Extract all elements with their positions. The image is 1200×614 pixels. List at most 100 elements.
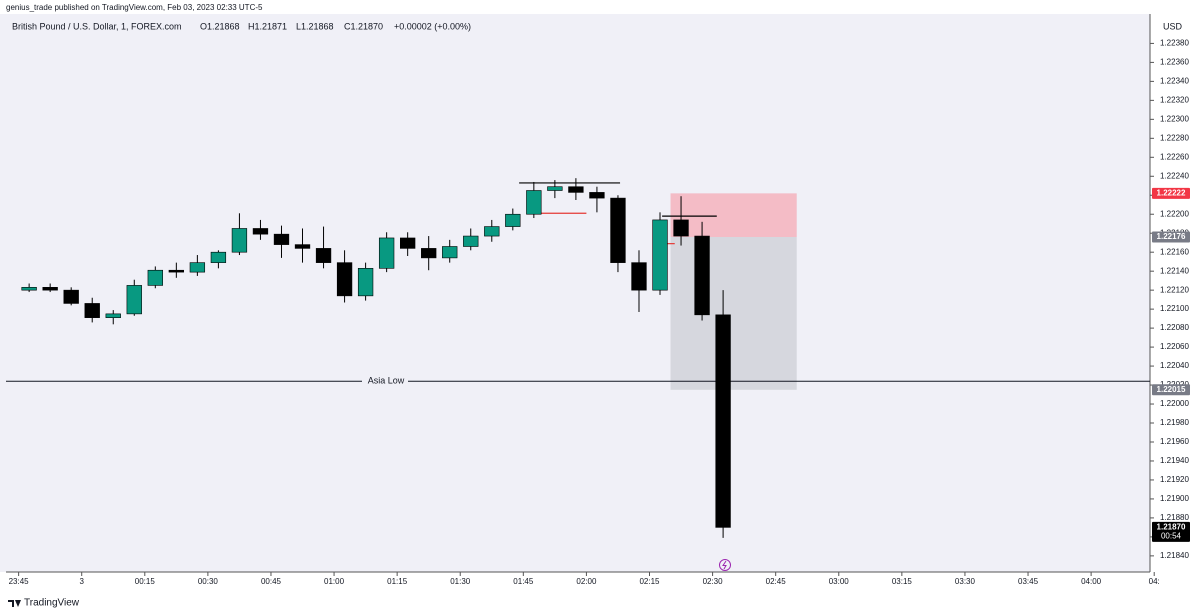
y-tick-label: 1.21940 <box>1160 456 1189 465</box>
candle-body <box>273 233 290 245</box>
footer: TradingView <box>24 598 80 609</box>
chart-title: British Pound / U.S. Dollar, 1, FOREX.co… <box>12 21 182 31</box>
candle-body <box>21 287 37 291</box>
lightning-icon <box>719 559 731 571</box>
y-tick-label: 1.22200 <box>1160 209 1189 218</box>
target-zone <box>670 237 797 390</box>
candle-body <box>315 248 332 263</box>
y-tick-label: 1.22340 <box>1160 76 1189 85</box>
y-tick-label: 1.22380 <box>1160 39 1189 48</box>
x-tick-label: 01:30 <box>450 577 471 586</box>
y-tick-label: 1.22280 <box>1160 133 1189 142</box>
candle-body <box>568 186 584 193</box>
asia-low-label-bg <box>362 375 408 388</box>
candle-body <box>126 285 142 315</box>
x-tick-label: 03:00 <box>829 577 850 586</box>
y-tick-label: 1.22260 <box>1160 152 1189 161</box>
candle-body <box>189 262 206 273</box>
stop-zone <box>670 193 797 238</box>
x-tick-label: 04:00 <box>1081 577 1102 586</box>
candle-body <box>442 246 458 259</box>
y-tick-label: 1.21840 <box>1160 551 1189 560</box>
candle-body <box>147 269 163 286</box>
y-tick-label: 1.21920 <box>1160 475 1189 484</box>
candle-body <box>694 235 710 316</box>
y-unit: USD <box>1163 21 1183 31</box>
y-tick-label: 1.22320 <box>1160 95 1189 104</box>
candle-body <box>231 228 248 253</box>
candle-body <box>652 219 668 291</box>
price-label: 1.22176 <box>1157 232 1186 241</box>
candle-body <box>252 228 269 235</box>
y-tick-label: 1.22060 <box>1160 342 1189 351</box>
candle-body <box>336 262 353 297</box>
y-tick-label: 1.22100 <box>1160 304 1189 313</box>
price-label-bg <box>1152 521 1190 542</box>
candle-body <box>210 251 227 263</box>
y-tick-label: 1.22120 <box>1160 285 1189 294</box>
asia-low-label: Asia Low <box>368 376 405 386</box>
footer-logo <box>8 600 21 607</box>
price-label-bg <box>1152 231 1190 243</box>
candle-body <box>463 235 479 247</box>
y-tick-label: 1.22360 <box>1160 58 1189 67</box>
candle-body <box>168 269 184 273</box>
x-tick-label: 02:15 <box>639 577 660 586</box>
candle-body <box>378 237 395 269</box>
y-tick-label: 1.22040 <box>1160 361 1189 370</box>
y-tick-label: 1.22140 <box>1160 266 1189 275</box>
candle-body <box>84 303 100 318</box>
candle-body <box>294 244 311 249</box>
x-tick-label: 23:45 <box>9 577 30 586</box>
x-tick-label: 01:45 <box>513 577 534 586</box>
candle-body <box>631 262 647 291</box>
y-tick-label: 1.22080 <box>1160 323 1189 332</box>
price-label-bg <box>1152 384 1190 396</box>
x-tick-label: 3 <box>79 577 84 586</box>
candle-body <box>715 314 731 528</box>
header: genius_trade published on TradingView.co… <box>6 3 263 12</box>
x-tick-label: 02:45 <box>766 577 787 586</box>
x-tick-label: 00:15 <box>135 577 156 586</box>
candle-body <box>526 190 542 215</box>
x-tick-label: 01:00 <box>324 577 345 586</box>
candle-body <box>610 197 626 263</box>
candle-body <box>673 219 689 237</box>
candle-body <box>547 186 563 191</box>
y-tick-label: 1.22160 <box>1160 247 1189 256</box>
x-tick-label: 03:30 <box>955 577 976 586</box>
y-tick-label: 1.21880 <box>1160 513 1189 522</box>
x-tick-label: 02:00 <box>576 577 597 586</box>
x-tick-label: 00:30 <box>198 577 219 586</box>
price-label-bg <box>1152 187 1190 199</box>
candle-body <box>421 248 437 259</box>
y-tick-label: 1.21900 <box>1160 494 1189 503</box>
candle-body <box>357 268 374 297</box>
price-label-countdown: 00:54 <box>1161 532 1182 541</box>
candle-body <box>505 213 521 227</box>
x-tick-label: 04: <box>1149 577 1160 586</box>
x-tick-label: 00:45 <box>261 577 282 586</box>
price-axis-background <box>1150 14 1200 572</box>
ohlc-label: L1.21868 <box>296 21 334 31</box>
y-tick-label: 1.21980 <box>1160 418 1189 427</box>
price-label: 1.21870 <box>1157 523 1186 532</box>
candle-body <box>42 287 58 291</box>
x-tick-label: 01:15 <box>387 577 408 586</box>
ohlc-label: O1.21868 <box>200 21 240 31</box>
candle-body <box>589 192 605 199</box>
x-tick-label: 02:30 <box>703 577 724 586</box>
x-tick-label: 03:45 <box>1018 577 1039 586</box>
candle-body <box>484 226 500 237</box>
price-label: 1.22222 <box>1157 188 1186 197</box>
y-tick-label: 1.21960 <box>1160 437 1189 446</box>
plot-background <box>0 14 1150 572</box>
ohlc-label: C1.21870 <box>344 21 383 31</box>
y-tick-label: 1.22300 <box>1160 114 1189 123</box>
x-tick-label: 03:15 <box>892 577 913 586</box>
y-tick-label: 1.22240 <box>1160 171 1189 180</box>
price-label: 1.22015 <box>1157 385 1186 394</box>
candle-body <box>400 237 416 249</box>
candle-body <box>105 313 121 318</box>
